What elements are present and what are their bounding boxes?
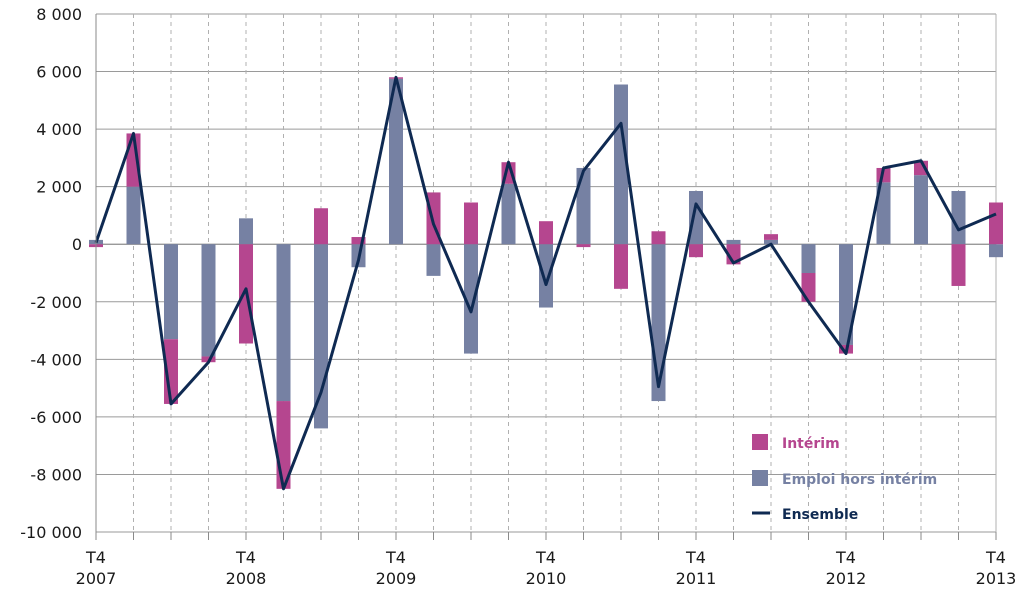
- legend: Intérim Emploi hors intérim Ensemble: [752, 434, 937, 523]
- y-tick-label: -4 000: [30, 350, 82, 369]
- bar-emploi-hors-interim: [914, 175, 928, 245]
- x-tick-label-quarter: T4: [85, 548, 106, 567]
- bar-emploi-hors-interim: [801, 244, 816, 273]
- x-tick-label-quarter: T4: [685, 548, 706, 567]
- x-tick-label-year: 2011: [676, 569, 717, 588]
- x-tick-label-quarter: T4: [835, 548, 856, 567]
- bar-emploi-hors-interim: [576, 167, 591, 245]
- y-tick-label: 4 000: [36, 120, 82, 139]
- y-tick-label: 0: [72, 235, 82, 254]
- bar-interim: [539, 221, 553, 245]
- bar-emploi-hors-interim: [539, 244, 553, 308]
- bar-emploi-hors-interim: [614, 84, 628, 245]
- bar-emploi-hors-interim: [164, 244, 178, 340]
- bar-interim: [764, 234, 778, 240]
- bar-emploi-hors-interim: [764, 239, 778, 245]
- bar-emploi-hors-interim: [314, 244, 328, 429]
- x-tick-label-year: 2008: [226, 569, 267, 588]
- bar-emploi-hors-interim: [726, 239, 741, 245]
- x-tick-label-quarter: T4: [385, 548, 406, 567]
- bar-emploi-hors-interim: [126, 186, 141, 245]
- bar-emploi-hors-interim: [464, 244, 478, 354]
- y-tick-label: 8 000: [36, 5, 82, 24]
- x-tick-label-year: 2007: [76, 569, 117, 588]
- legend-swatch-interim: [752, 434, 768, 450]
- x-tick-label-year: 2009: [376, 569, 417, 588]
- bar-emploi-hors-interim: [951, 190, 966, 245]
- legend-label-ensemble: Ensemble: [782, 507, 858, 523]
- bar-interim: [314, 208, 328, 245]
- bars: [89, 77, 1003, 489]
- bar-interim: [689, 244, 703, 258]
- bar-emploi-hors-interim: [876, 182, 891, 245]
- y-tick-label: -6 000: [30, 408, 82, 427]
- x-tick-label-year: 2012: [826, 569, 867, 588]
- legend-swatch-emploi-hors-interim: [752, 470, 768, 486]
- line-layer: [94, 75, 997, 491]
- bar-emploi-hors-interim: [426, 244, 441, 276]
- bar-interim: [651, 231, 666, 245]
- bar-interim: [464, 202, 478, 245]
- x-tick-label-quarter: T4: [235, 548, 256, 567]
- bar-emploi-hors-interim: [276, 244, 291, 402]
- bar-interim: [989, 202, 1003, 245]
- bar-emploi-hors-interim: [239, 218, 253, 245]
- y-tick-label: -10 000: [20, 523, 82, 542]
- bar-interim: [951, 244, 966, 286]
- y-tick-label: 2 000: [36, 178, 82, 197]
- series-line-ensemble: [94, 75, 997, 491]
- axes: 8 000 6 000 4 000 2 000 0 -2 000 -4 000 -6 000 -…: [20, 5, 1016, 588]
- bar-interim: [576, 244, 591, 248]
- y-tick-label: -8 000: [30, 465, 82, 484]
- y-tick-label: 6 000: [36, 63, 82, 82]
- y-tick-label: -2 000: [30, 293, 82, 312]
- bar-emploi-hors-interim: [689, 190, 703, 245]
- bar-emploi-hors-interim: [201, 244, 216, 357]
- bar-interim: [801, 273, 816, 302]
- bar-emploi-hors-interim: [989, 244, 1003, 258]
- x-tick-label-quarter: T4: [535, 548, 556, 567]
- bar-emploi-hors-interim: [389, 78, 403, 245]
- bar-interim: [614, 244, 628, 289]
- legend-label-emploi-hors-interim: Emploi hors intérim: [782, 472, 937, 488]
- legend-label-interim: Intérim: [782, 436, 840, 452]
- bar-emploi-hors-interim: [501, 183, 516, 245]
- x-tick-label-quarter: T4: [985, 548, 1006, 567]
- x-tick-label-year: 2013: [976, 569, 1017, 588]
- bar-emploi-hors-interim: [839, 244, 853, 345]
- bar-interim: [351, 237, 366, 245]
- x-tick-label-year: 2010: [526, 569, 567, 588]
